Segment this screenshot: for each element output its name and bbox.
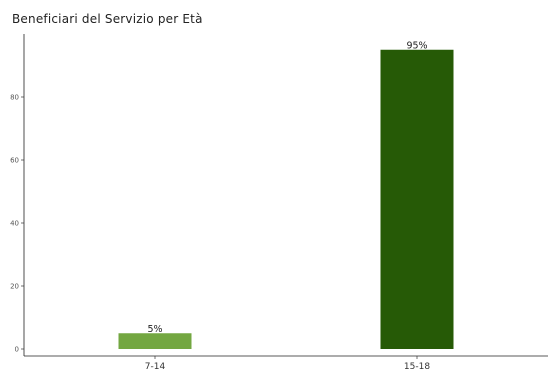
x-tick-label: 15-18	[404, 362, 430, 372]
chart-title: Beneficiari del Servizio per Età	[12, 12, 203, 26]
data-label: 95%	[406, 40, 427, 51]
y-tick-label: 80	[10, 94, 19, 102]
x-tick-label: 7-14	[145, 362, 166, 372]
y-tick-label: 60	[10, 157, 19, 165]
bar-7-14	[118, 333, 192, 349]
data-label: 5%	[147, 324, 162, 335]
y-tick-label: 20	[10, 283, 19, 291]
bar-15-18	[380, 49, 454, 349]
y-tick-label: 40	[10, 220, 19, 228]
y-tick-label: 0	[15, 346, 19, 354]
